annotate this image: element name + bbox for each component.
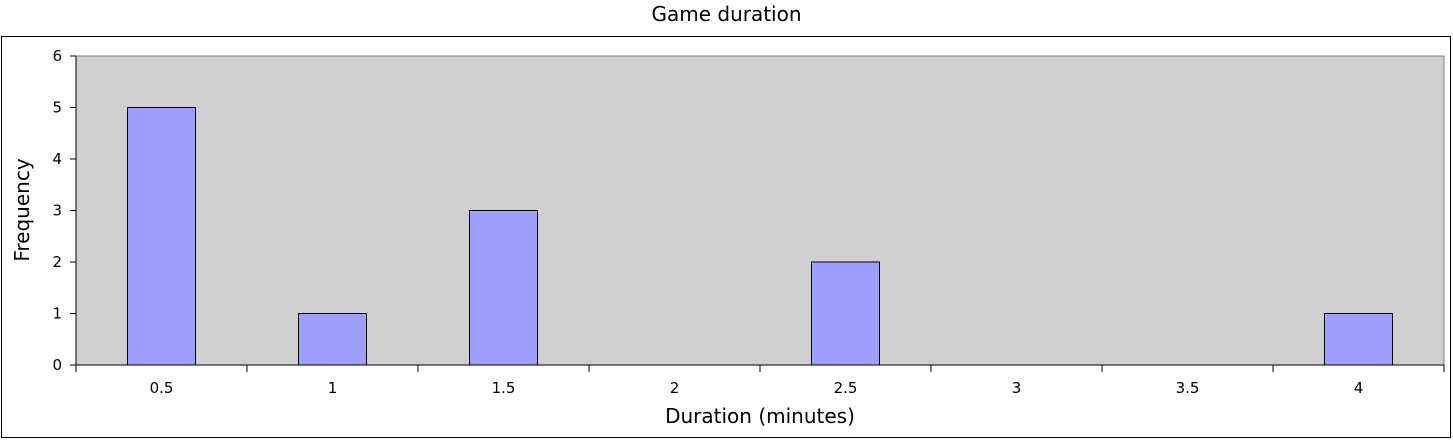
bar-1.5	[469, 210, 538, 366]
y-tick-label: 5	[52, 99, 62, 117]
bar-2.5	[811, 261, 880, 366]
y-tick-label: 1	[52, 305, 62, 323]
x-tick-label: 3	[1012, 379, 1022, 397]
chart-frame	[1, 36, 1451, 438]
y-tick-label: 4	[52, 150, 62, 168]
chart-title: Game duration	[651, 2, 802, 26]
y-tick-label: 6	[52, 47, 62, 65]
y-tick-label: 2	[52, 253, 62, 271]
x-tick-label: 2	[670, 379, 680, 397]
y-tick-label: 3	[52, 202, 62, 220]
x-axis-label: Duration (minutes)	[665, 404, 855, 428]
x-tick-label: 4	[1354, 379, 1364, 397]
x-tick-label: 1.5	[492, 379, 516, 397]
x-tick-label: 2.5	[834, 379, 858, 397]
bar-1	[298, 313, 367, 366]
x-tick-label: 1	[328, 379, 338, 397]
bar-4	[1324, 313, 1393, 366]
x-tick-label: 3.5	[1176, 379, 1200, 397]
y-axis-label: Frequency	[10, 158, 34, 261]
x-tick-label: 0.5	[150, 379, 174, 397]
y-tick-label: 0	[52, 356, 62, 374]
plot-area	[75, 55, 1445, 366]
bar-0.5	[127, 107, 196, 366]
